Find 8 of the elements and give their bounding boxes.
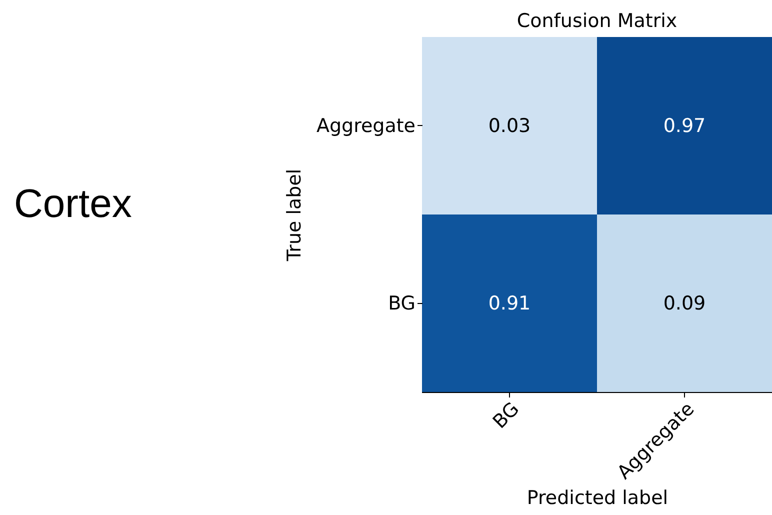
x-axis-title: Predicted label xyxy=(526,486,668,509)
data-label: 0.09 xyxy=(663,292,706,314)
data-label: 0.91 xyxy=(488,292,531,314)
data-label: 0.97 xyxy=(663,114,706,137)
chart-title: Confusion Matrix xyxy=(516,10,678,32)
y-axis-title: True label xyxy=(283,168,306,262)
text: Cortex xyxy=(14,182,132,227)
data-label: 0.03 xyxy=(488,114,531,137)
